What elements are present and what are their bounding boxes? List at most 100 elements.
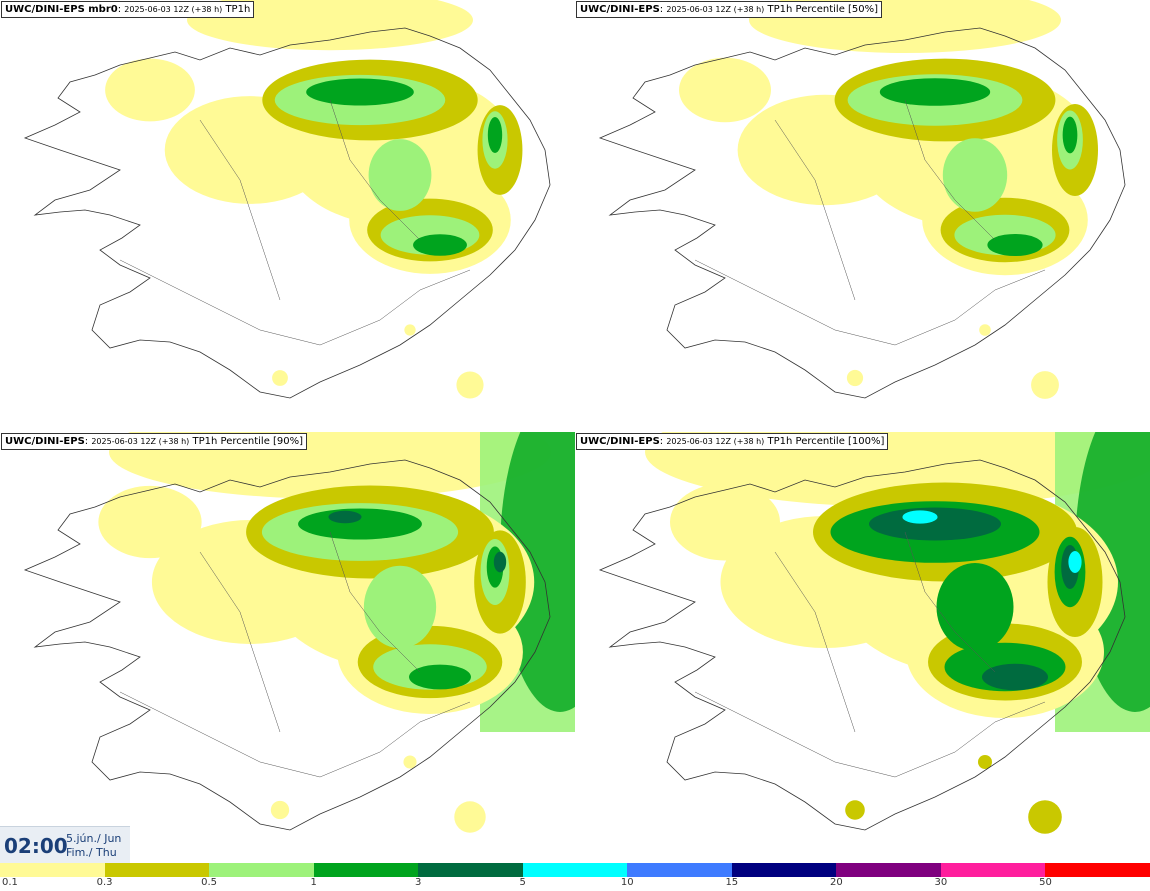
legend-swatch — [313, 863, 419, 877]
precip-contour — [363, 565, 437, 649]
coastline-layer — [23, 27, 551, 399]
panel-title: UWC/DINI-EPS mbr0: 2025-06-03 12Z (+38 h… — [1, 1, 255, 18]
precip-map — [23, 432, 575, 833]
precip-contour — [98, 485, 202, 559]
valid-date-line1: 5.jún./ Jun — [66, 832, 122, 845]
legend-swatch — [627, 863, 732, 877]
precip-field — [679, 0, 1098, 399]
legend-tick-label: 1 — [310, 877, 317, 888]
precip-contour — [487, 117, 503, 153]
precip-contour — [272, 370, 288, 386]
legend-tick-label: 0.1 — [2, 877, 18, 888]
valid-time-box: 02:00 5.jún./ Jun Fim./ Thu — [0, 826, 130, 865]
road — [119, 691, 471, 778]
precip-field — [645, 432, 1150, 834]
precip-contour — [902, 510, 938, 524]
legend-swatch — [522, 863, 628, 877]
panel-title: UWC/DINI-EPS: 2025-06-03 12Z (+38 h) TP1… — [1, 433, 308, 450]
precip-contour — [1031, 371, 1059, 399]
precip-contour — [679, 57, 771, 123]
road — [694, 259, 1046, 346]
precip-contour — [413, 234, 467, 256]
precip-field — [98, 432, 575, 833]
road — [774, 119, 856, 301]
precip-contour — [270, 800, 290, 820]
legend-tick-label: 0.5 — [201, 877, 218, 888]
precip-contour — [306, 78, 414, 106]
precip-map — [598, 432, 1150, 834]
precip-contour — [409, 664, 471, 690]
precip-contour — [1062, 116, 1078, 154]
precip-contour — [670, 483, 780, 561]
precip-contour — [979, 324, 991, 336]
legend-swatch — [940, 863, 1046, 877]
road — [119, 259, 471, 346]
coastline — [598, 459, 1126, 831]
precip-contour — [936, 563, 1014, 651]
precip-contour — [493, 551, 507, 573]
precip-contour — [846, 369, 864, 387]
valid-time: 02:00 — [4, 834, 68, 858]
legend-tick-label: 10 — [620, 877, 634, 888]
coastline-layer — [23, 459, 551, 831]
legend-tick-label: 5 — [519, 877, 526, 888]
legend-swatch — [209, 863, 314, 877]
road — [904, 99, 996, 241]
coastline — [23, 27, 551, 399]
coastline-layer — [598, 27, 1126, 399]
precip-contour — [942, 138, 1008, 212]
precip-contour — [1068, 551, 1082, 573]
road — [329, 99, 421, 241]
map-panel-p100: UWC/DINI-EPS: 2025-06-03 12Z (+38 h) TP1… — [575, 432, 1150, 864]
road — [199, 551, 281, 733]
precip-contour — [368, 139, 432, 211]
legend-tick-label: 30 — [934, 877, 948, 888]
precip-contour — [845, 800, 865, 820]
legend-swatch — [731, 863, 837, 877]
precip-contour — [105, 58, 195, 122]
map-panel-mbr0: UWC/DINI-EPS mbr0: 2025-06-03 12Z (+38 h… — [0, 0, 575, 432]
coastline-layer — [598, 459, 1126, 831]
coastline — [23, 459, 551, 831]
precip-contour — [982, 663, 1048, 691]
legend-swatch — [418, 863, 523, 877]
precip-map — [23, 0, 551, 399]
legend-tick-label: 3 — [414, 877, 422, 888]
precip-contour — [454, 801, 486, 833]
precip-contour — [404, 324, 416, 336]
road — [694, 691, 1046, 778]
precip-contour — [298, 508, 422, 540]
coastline — [598, 27, 1126, 399]
road — [199, 119, 281, 301]
precip-contour — [1028, 800, 1062, 834]
legend-swatch — [104, 863, 210, 877]
precip-contour — [456, 371, 484, 399]
legend-swatch — [0, 863, 105, 877]
precip-contour — [987, 233, 1043, 257]
legend-tick-label: 50 — [1039, 877, 1052, 888]
legend-color-bar — [0, 863, 1150, 877]
color-legend: 0.1 0.3 0.5 1 3 5 10 15 20 30 50 — [0, 863, 1150, 891]
precip-contour — [869, 507, 1001, 541]
map-panel-p50: UWC/DINI-EPS: 2025-06-03 12Z (+38 h) TP1… — [575, 0, 1150, 432]
valid-date: 5.jún./ Jun Fim./ Thu — [66, 832, 121, 860]
precip-contour — [645, 432, 1150, 507]
legend-tick-label: 15 — [725, 877, 739, 888]
panel-title: UWC/DINI-EPS: 2025-06-03 12Z (+38 h) TP1… — [576, 433, 889, 450]
precip-contour — [187, 0, 473, 51]
precip-contour — [328, 510, 362, 524]
precip-contour — [978, 755, 992, 769]
precip-contour — [879, 78, 991, 106]
precip-contour — [403, 755, 417, 769]
legend-swatch — [836, 863, 941, 877]
road — [774, 551, 856, 733]
road — [329, 531, 421, 673]
map-panel-p90: UWC/DINI-EPS: 2025-06-03 12Z (+38 h) TP1… — [0, 432, 575, 864]
legend-tick-label: 0.3 — [96, 877, 113, 888]
precip-field — [105, 0, 523, 399]
legend-tick-label: 20 — [829, 877, 843, 888]
road — [904, 531, 996, 673]
valid-date-line2: Fim./ Thu — [66, 846, 117, 859]
panel-title: UWC/DINI-EPS: 2025-06-03 12Z (+38 h) TP1… — [576, 1, 883, 18]
legend-swatch — [1045, 863, 1150, 877]
